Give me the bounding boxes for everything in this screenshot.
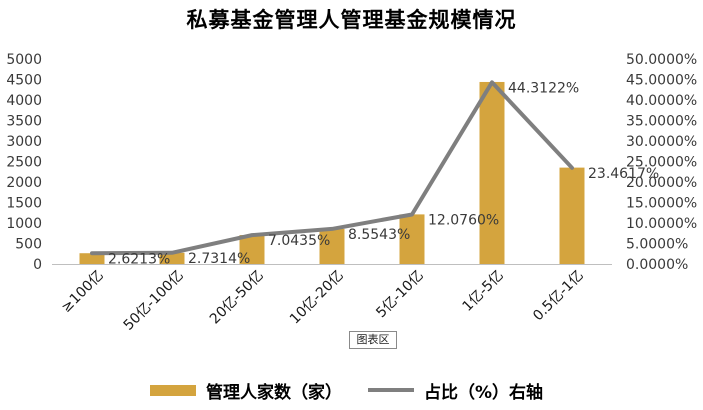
bar bbox=[399, 214, 425, 264]
y-left-tick-label: 4500 bbox=[6, 73, 42, 89]
y-right-tick-label: 35.0000% bbox=[626, 114, 697, 130]
bar bbox=[479, 81, 505, 265]
y-left-tick-label: 4000 bbox=[6, 93, 42, 109]
y-right-tick-label: 50.0000% bbox=[626, 52, 697, 68]
x-tick-label: 10亿-20亿 bbox=[287, 268, 347, 328]
bar bbox=[559, 167, 585, 264]
y-left-tick-label: 500 bbox=[15, 237, 42, 253]
data-label: 2.6213% bbox=[108, 251, 170, 267]
y-right-tick-label: 10.0000% bbox=[626, 216, 697, 232]
x-tick-label: ≥100亿 bbox=[58, 268, 106, 316]
legend-swatch-bar bbox=[150, 384, 196, 396]
y-left-tick-label: 1500 bbox=[6, 196, 42, 212]
y-right-tick-label: 30.0000% bbox=[626, 134, 697, 150]
data-label: 23.4617% bbox=[588, 166, 659, 182]
y-right-tick-label: 40.0000% bbox=[626, 93, 697, 109]
x-tick-label: 1亿-5亿 bbox=[460, 268, 507, 315]
x-tick-label: 20亿-50亿 bbox=[207, 268, 267, 328]
legend: 管理人家数（家） 占比（%）右轴 bbox=[0, 378, 703, 403]
y-right-tick-label: 20.0000% bbox=[626, 175, 697, 191]
legend-label-bars: 管理人家数（家） bbox=[206, 382, 342, 403]
bar bbox=[239, 235, 265, 264]
data-label: 12.0760% bbox=[428, 212, 499, 228]
bar bbox=[79, 253, 105, 264]
x-tick-label: 50亿-100亿 bbox=[121, 268, 187, 334]
data-label: 2.7314% bbox=[188, 251, 250, 267]
legend-swatch-line bbox=[368, 388, 414, 392]
y-left-tick-label: 0 bbox=[33, 257, 42, 273]
x-tick-label: 5亿-10亿 bbox=[373, 268, 427, 322]
data-label: 44.3122% bbox=[508, 80, 579, 96]
chart-title: 私募基金管理人管理基金规模情况 bbox=[186, 7, 517, 32]
x-tick-label: 0.5亿-1亿 bbox=[530, 268, 587, 325]
line-series bbox=[90, 80, 574, 256]
y-right-tick-label: 45.0000% bbox=[626, 73, 697, 89]
data-label: 7.0435% bbox=[268, 233, 330, 249]
chart-area-tooltip: 图表区 bbox=[349, 331, 397, 349]
y-left-tick-label: 3000 bbox=[6, 134, 42, 150]
bar bbox=[319, 228, 345, 264]
y-left-tick-label: 2000 bbox=[6, 175, 42, 191]
y-left-tick-label: 5000 bbox=[6, 52, 42, 68]
y-right-tick-label: 0.0000% bbox=[626, 257, 688, 273]
y-right-tick-label: 15.0000% bbox=[626, 196, 697, 212]
legend-item-bars: 管理人家数（家） bbox=[150, 378, 342, 403]
y-right-tick-label: 5.0000% bbox=[626, 237, 688, 253]
bar bbox=[159, 252, 185, 264]
legend-item-line: 占比（%）右轴 bbox=[368, 378, 544, 403]
y-left-tick-label: 2500 bbox=[6, 155, 42, 171]
data-label: 8.5543% bbox=[348, 227, 410, 243]
y-left-tick-label: 1000 bbox=[6, 216, 42, 232]
y-right-tick-label: 25.0000% bbox=[626, 155, 697, 171]
legend-label-line: 占比（%）右轴 bbox=[424, 382, 544, 403]
y-left-tick-label: 3500 bbox=[6, 114, 42, 130]
